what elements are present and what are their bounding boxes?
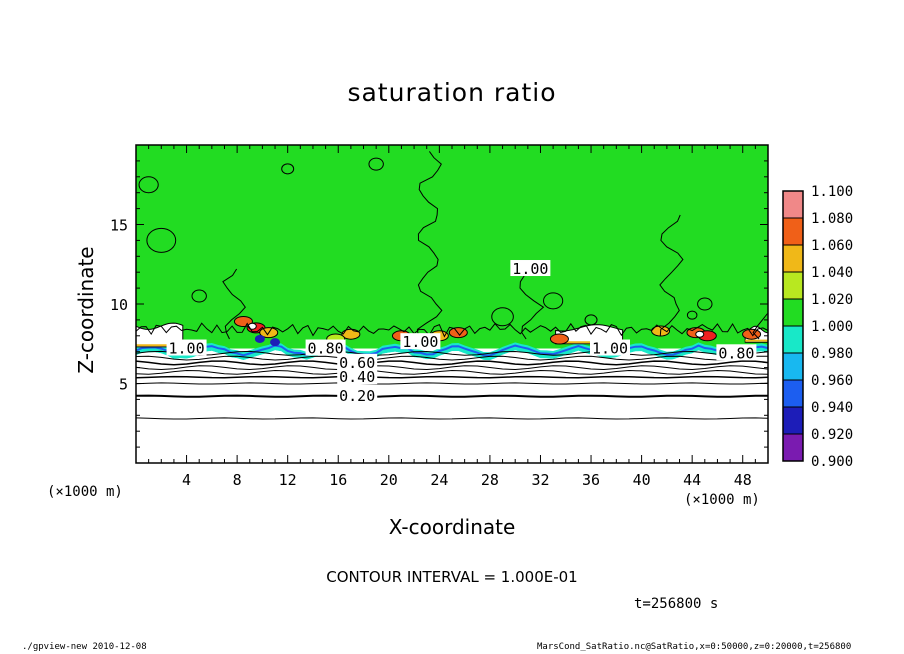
contour-line <box>135 350 769 356</box>
footer-left: ./gpview-new 2010-12-08 <box>22 642 147 652</box>
x-tick-label: 4 <box>182 471 191 489</box>
contour-label-bg <box>400 333 441 350</box>
blob-core <box>695 330 705 338</box>
contour-interval: CONTOUR INTERVAL = 1.000E-01 <box>326 568 578 586</box>
contour-label: 1.00 <box>168 340 204 358</box>
contour-label-bg <box>305 339 346 356</box>
colorbar-segment <box>783 272 803 299</box>
colorbar-label: 1.000 <box>811 319 853 335</box>
saturated-region <box>136 145 768 349</box>
transition-band <box>136 342 768 361</box>
contour-line <box>135 322 769 338</box>
colorbar-label: 1.100 <box>811 184 853 200</box>
y-tick-label: 5 <box>119 376 128 394</box>
colorbar-segment <box>783 434 803 461</box>
x-tick-label: 12 <box>279 471 297 489</box>
x-tick-label: 36 <box>582 471 600 489</box>
colorbar-label: 1.020 <box>811 292 853 308</box>
contour-line <box>135 417 769 420</box>
contour-label: 0.40 <box>339 368 375 386</box>
contour-line <box>135 360 769 366</box>
y-tick-label: 10 <box>110 296 128 314</box>
contour-loop <box>543 292 564 310</box>
contour-loop <box>368 157 384 171</box>
contour-loop <box>191 289 207 303</box>
contour-label: 0.80 <box>308 340 344 358</box>
x-tick-label: 28 <box>481 471 499 489</box>
colorbar-label: 0.920 <box>811 427 853 443</box>
chart-title: saturation ratio <box>347 78 557 107</box>
contour-label-bg <box>716 344 757 361</box>
contour-line <box>752 313 768 340</box>
x-axis-label: X-coordinate <box>388 515 516 539</box>
y-tick-label: 15 <box>110 217 128 235</box>
plot-area: 1.00 0.800.600.400.201.001.001.00 0.804 8 12… <box>110 144 769 489</box>
contour-label: 0.80 <box>718 344 754 362</box>
colorbar-segment <box>783 218 803 245</box>
supersat-blob <box>549 333 569 345</box>
contour-line <box>135 365 769 371</box>
x-tick-label: 32 <box>531 471 549 489</box>
colorbar-label: 1.060 <box>811 238 853 254</box>
colorbar-segment <box>783 380 803 407</box>
contour-loop <box>697 297 713 311</box>
x-tick-label: 8 <box>233 471 242 489</box>
contour-loop <box>146 227 177 253</box>
contour-label: 0.60 <box>339 354 375 372</box>
colorbar-segment <box>783 353 803 380</box>
contour-label-bg <box>337 368 378 385</box>
colorbar: 0.900 0.920 0.940 0.960 0.980 1.000 1.020 1.040… <box>782 184 853 470</box>
contour-label-bg <box>510 260 551 277</box>
colorbar-segment <box>783 407 803 434</box>
x-unit-left: (×1000 m) <box>47 484 123 500</box>
time-label: t=256800 s <box>634 596 719 612</box>
contour-line <box>135 369 769 375</box>
supersat-blob <box>448 327 468 339</box>
x-tick-label: 20 <box>380 471 398 489</box>
colorbar-label: 1.080 <box>811 211 853 227</box>
contour-line <box>135 355 768 361</box>
x-unit-right: (×1000 m) <box>684 492 760 508</box>
subsat-blob <box>254 334 265 343</box>
x-tick-label: 16 <box>329 471 347 489</box>
contour-loop <box>686 310 698 320</box>
contour-loop <box>138 176 159 194</box>
contour-line <box>135 394 769 398</box>
colorbar-label: 0.940 <box>811 400 853 416</box>
contour-label: 1.00 <box>512 260 548 278</box>
colorbar-segment <box>783 326 803 353</box>
contour-line <box>416 151 443 343</box>
contour-label: 1.00 <box>592 340 628 358</box>
x-tick-label: 44 <box>683 471 701 489</box>
contour-line <box>135 382 769 385</box>
contour-loop <box>491 307 514 327</box>
contour-line <box>659 214 684 336</box>
undersaturated-region <box>136 350 768 463</box>
contour-label-bg <box>337 353 378 370</box>
white-patch <box>555 324 624 345</box>
colorbar-label: 0.980 <box>811 346 853 362</box>
contour-loop <box>584 314 598 326</box>
colorbar-label: 0.960 <box>811 373 853 389</box>
contour-label: 1.00 <box>402 333 438 351</box>
colorbar-segment <box>783 191 803 218</box>
blob-core <box>247 322 257 330</box>
contour-loop <box>281 163 295 175</box>
colorbar-segment <box>783 245 803 272</box>
contour-label-bg <box>337 387 378 404</box>
x-tick-label: 48 <box>734 471 752 489</box>
subsat-blob <box>270 338 281 347</box>
x-tick-label: 24 <box>430 471 448 489</box>
footer-right: MarsCond_SatRatio.nc@SatRatio,x=0:50000,… <box>537 642 852 652</box>
contour-label-bg <box>166 339 207 356</box>
colorbar-label: 1.040 <box>811 265 853 281</box>
contour-label-bg <box>590 339 630 356</box>
colorbar-segment <box>783 299 803 326</box>
contour-label: 0.20 <box>339 387 375 405</box>
x-tick-label: 40 <box>633 471 651 489</box>
contour-line <box>222 268 246 340</box>
colorbar-label: 0.900 <box>811 454 853 470</box>
contour-line <box>135 375 769 379</box>
